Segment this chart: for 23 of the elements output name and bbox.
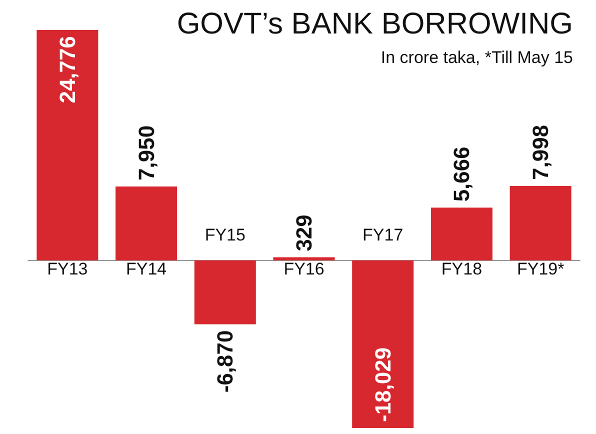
bar [352, 260, 414, 428]
x-tick-label: FY16 [284, 260, 324, 279]
bar [273, 257, 335, 260]
x-tick-label: FY18 [441, 260, 482, 279]
data-label: 24,776 [54, 36, 80, 104]
x-tick-label: FY14 [126, 260, 167, 279]
x-tick-label: FY13 [47, 260, 88, 279]
bar [36, 30, 98, 260]
x-tick-label: FY19* [516, 260, 565, 279]
bar [116, 186, 178, 260]
chart-title: GOVT’s BANK BORROWING [176, 8, 574, 40]
x-tick-label: FY17 [362, 226, 404, 245]
bar [430, 208, 492, 260]
data-label: -18,029 [370, 347, 396, 422]
data-label: 7,950 [134, 125, 159, 180]
data-label: 5,666 [449, 146, 474, 202]
text: In crore taka, *Till May 15 [380, 48, 574, 67]
data-label: -6,870 [212, 330, 238, 393]
bar [510, 186, 572, 260]
data-label: 7,998 [528, 124, 554, 180]
bar [194, 260, 256, 324]
x-tick-label: FY15 [204, 226, 246, 245]
data-label: 329 [292, 214, 316, 252]
